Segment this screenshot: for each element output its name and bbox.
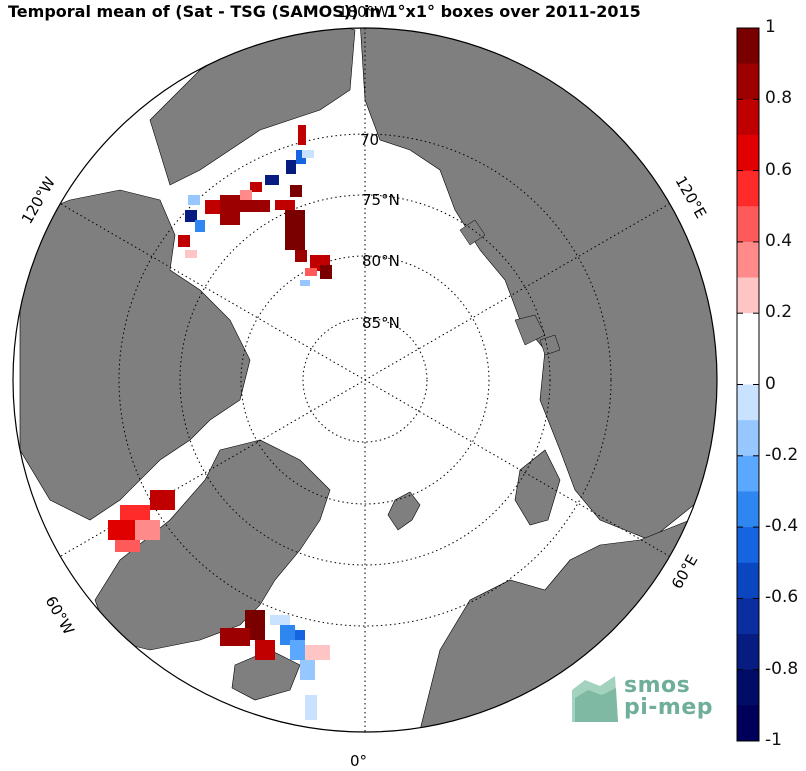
map-border: [12, 27, 718, 733]
smos-logo: smos pi-mep: [624, 675, 713, 719]
lat-label-85: 85°N: [362, 314, 400, 332]
colorbar-tick-label: -0.2: [765, 444, 799, 465]
latitude-grid: [118, 133, 612, 627]
smos-logo-icon: [572, 676, 618, 722]
colorbar-swatch: [737, 28, 759, 65]
colorbar-swatch: [737, 669, 759, 706]
logo-line-1: smos: [624, 673, 691, 698]
colorbar-tick-label: -1: [765, 730, 782, 750]
land-svalbard: [387, 491, 421, 531]
colorbar-swatch: [737, 420, 759, 457]
lat-label-70: 70: [360, 131, 379, 149]
colorbar-swatch: [737, 562, 759, 599]
colorbar-swatch: [737, 277, 759, 314]
colorbar-tick-label: 0.2: [765, 302, 793, 323]
colorbar-tick-label: 0.6: [765, 159, 793, 180]
land-novaya-zemlya: [514, 449, 561, 526]
colorbar-swatch: [737, 348, 759, 385]
colorbar-tick-label: 0: [765, 373, 776, 394]
land-islands: [459, 219, 561, 356]
colorbar-swatch: [737, 527, 759, 564]
land-greenland: [94, 439, 331, 651]
colorbar-tick-label: 0.8: [765, 88, 793, 109]
colorbar-tick-label: -0.8: [765, 658, 799, 679]
colorbar-swatch: [737, 206, 759, 243]
colorbar-swatch: [737, 170, 759, 207]
colorbar-tick-label: -0.6: [765, 587, 799, 608]
lon-label-60e: 60°E: [668, 552, 702, 592]
colorbar-tick-label: 1: [765, 17, 776, 37]
lon-label-120e: 120°E: [672, 173, 710, 221]
colorbar-swatch: [737, 99, 759, 136]
colorbar-swatch: [737, 63, 759, 100]
colorbar-swatch: [737, 491, 759, 528]
colorbar-tick-label: -0.4: [765, 516, 799, 537]
colorbar-frame: [736, 27, 760, 742]
colorbar-swatch: [737, 241, 759, 279]
lon-label-60w: 60°W: [42, 593, 78, 638]
lon-label-top: 180°W: [338, 3, 389, 21]
logo-line-2: pi-mep: [624, 695, 714, 720]
colorbar-swatch: [737, 598, 759, 635]
colorbar-tick-label: 0.4: [765, 230, 793, 251]
colorbar-swatch: [737, 455, 759, 492]
land-canadian-archipelago: [19, 189, 251, 521]
colorbar: [737, 27, 759, 742]
colorbar-swatch: [737, 705, 759, 742]
colorbar-swatch: [737, 634, 759, 671]
lat-label-75: 75°N: [362, 191, 400, 209]
colorbar-swatch: [737, 313, 759, 350]
lon-label-bottom: 0°: [350, 752, 367, 770]
colorbar-swatch: [737, 134, 759, 172]
map-title: Temporal mean of (Sat - TSG (SAMOS)) in …: [8, 2, 641, 21]
colorbar-swatch: [737, 384, 759, 421]
lat-label-80: 80°N: [362, 252, 400, 270]
data-boxes: [108, 125, 332, 720]
